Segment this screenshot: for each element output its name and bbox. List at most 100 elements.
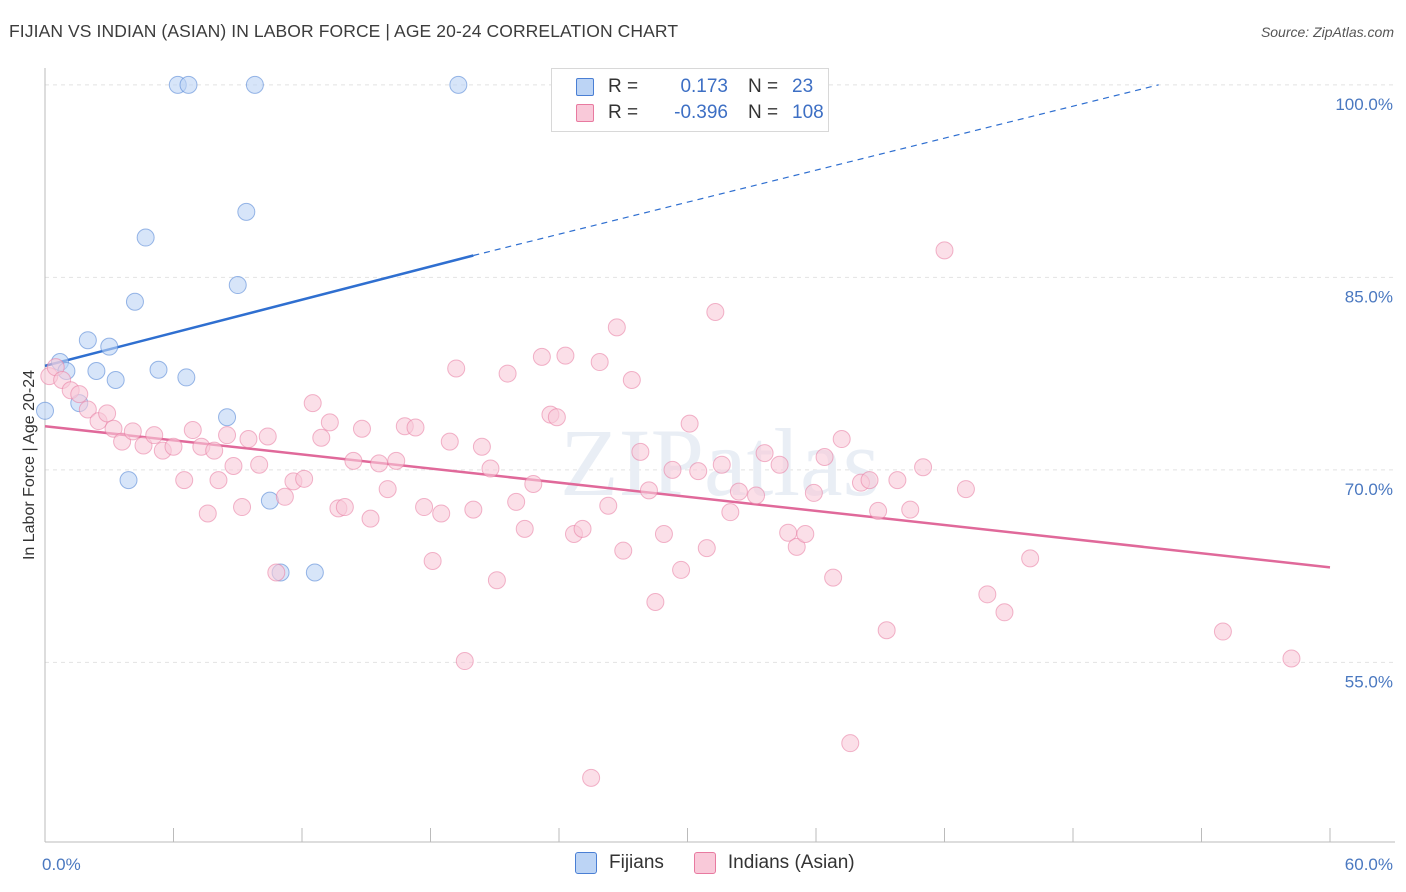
indians-point <box>205 441 224 460</box>
indians-point <box>860 471 879 490</box>
indians-point <box>614 541 633 560</box>
legend-r-value: -0.396 <box>674 102 728 123</box>
legend-n-label: N = <box>748 102 779 123</box>
indians-point <box>239 430 258 449</box>
fijians-point <box>36 401 54 420</box>
indians-point <box>145 426 164 445</box>
indians-point <box>183 421 202 440</box>
indians-point <box>832 430 851 449</box>
indians-point <box>378 480 397 499</box>
indians-point <box>312 428 331 447</box>
indians-point <box>515 519 534 538</box>
indians-point <box>104 419 123 438</box>
fijians-point <box>449 75 468 94</box>
indians-point <box>303 394 322 413</box>
indians-point <box>978 585 997 604</box>
indians-point <box>275 487 294 506</box>
fijians-point <box>305 563 324 582</box>
indians-point <box>590 353 609 372</box>
indians-point <box>472 437 491 456</box>
indians-point <box>209 471 228 490</box>
indians-point <box>224 456 243 475</box>
indians-point <box>524 474 543 493</box>
data-points <box>36 75 1301 787</box>
fijians-trend-extension <box>473 84 1159 257</box>
indians-trend-line <box>44 424 1331 569</box>
indians-point <box>582 768 601 787</box>
legend-swatch-indians <box>576 104 594 122</box>
legend-n-value: 23 <box>792 76 814 97</box>
indians-point <box>320 413 339 432</box>
indians-point <box>747 486 766 505</box>
fijians-point <box>245 75 264 94</box>
indians-point <box>956 480 975 499</box>
indians-point <box>869 501 888 520</box>
series-legend: Fijians Indians (Asian) <box>575 852 885 874</box>
indians-point <box>672 560 691 579</box>
axes <box>44 68 1395 843</box>
legend-r-label: R = <box>608 102 639 123</box>
indians-point <box>1282 649 1301 668</box>
legend-label-indians: Indians (Asian) <box>727 852 855 873</box>
indians-point <box>663 460 682 479</box>
chart-title: FIJIAN VS INDIAN (ASIAN) IN LABOR FORCE … <box>9 21 679 41</box>
indians-point <box>532 347 551 366</box>
indians-point <box>599 496 618 515</box>
indians-point <box>344 451 363 470</box>
fijians-point <box>125 292 144 311</box>
indians-point <box>487 571 506 590</box>
indians-point <box>680 414 699 433</box>
indians-point <box>824 568 843 587</box>
indians-point <box>267 563 286 582</box>
legend-swatch-fijians <box>576 78 594 96</box>
indians-point <box>464 500 483 519</box>
indians-point <box>78 400 97 419</box>
indians-point <box>787 537 806 556</box>
indians-point <box>406 418 425 437</box>
fijians-point <box>149 360 168 379</box>
indians-point <box>639 481 658 500</box>
indians-point <box>1213 622 1232 641</box>
indians-point <box>352 419 371 438</box>
fijians-point <box>136 228 155 247</box>
fijians-point <box>177 368 196 387</box>
indians-point <box>387 451 406 470</box>
indians-point <box>796 525 815 543</box>
y-tick-label: 70.0% <box>1345 480 1393 499</box>
fijians-point <box>179 75 198 94</box>
indians-point <box>770 455 789 474</box>
indians-point <box>654 525 673 543</box>
indians-point <box>415 498 434 517</box>
fijians-point <box>106 371 125 389</box>
y-tick-label: 85.0% <box>1345 287 1393 306</box>
indians-point <box>697 539 716 558</box>
indians-point <box>607 318 626 337</box>
indians-point <box>901 500 920 519</box>
indians-point <box>447 359 466 378</box>
indians-point <box>729 482 748 501</box>
indians-point <box>706 302 725 321</box>
fijians-point <box>78 331 97 350</box>
legend-r-value: 0.173 <box>680 76 728 97</box>
legend-swatch-fijians <box>575 852 597 874</box>
fijians-point <box>100 337 119 356</box>
legend-row-indians: R = -0.396 N = 108 <box>576 101 824 125</box>
fijians-point <box>87 362 106 381</box>
grid <box>45 84 1395 663</box>
fijians-point <box>119 471 138 490</box>
indians-point <box>440 432 459 451</box>
indians-point <box>233 498 252 517</box>
indians-point <box>815 448 834 466</box>
x-tick-label: 0.0% <box>42 855 81 874</box>
indians-point <box>631 442 650 461</box>
fijians-point <box>228 276 247 295</box>
indians-point <box>432 504 451 523</box>
correlation-legend: R = 0.173 N = 23 R = -0.396 N = 108 <box>551 68 829 132</box>
fijians-point <box>237 202 256 221</box>
legend-row-fijians: R = 0.173 N = 23 <box>576 75 813 99</box>
indians-point <box>164 437 183 456</box>
indians-point <box>995 603 1014 622</box>
indians-point <box>175 471 194 490</box>
legend-item-fijians: Fijians <box>575 852 664 874</box>
